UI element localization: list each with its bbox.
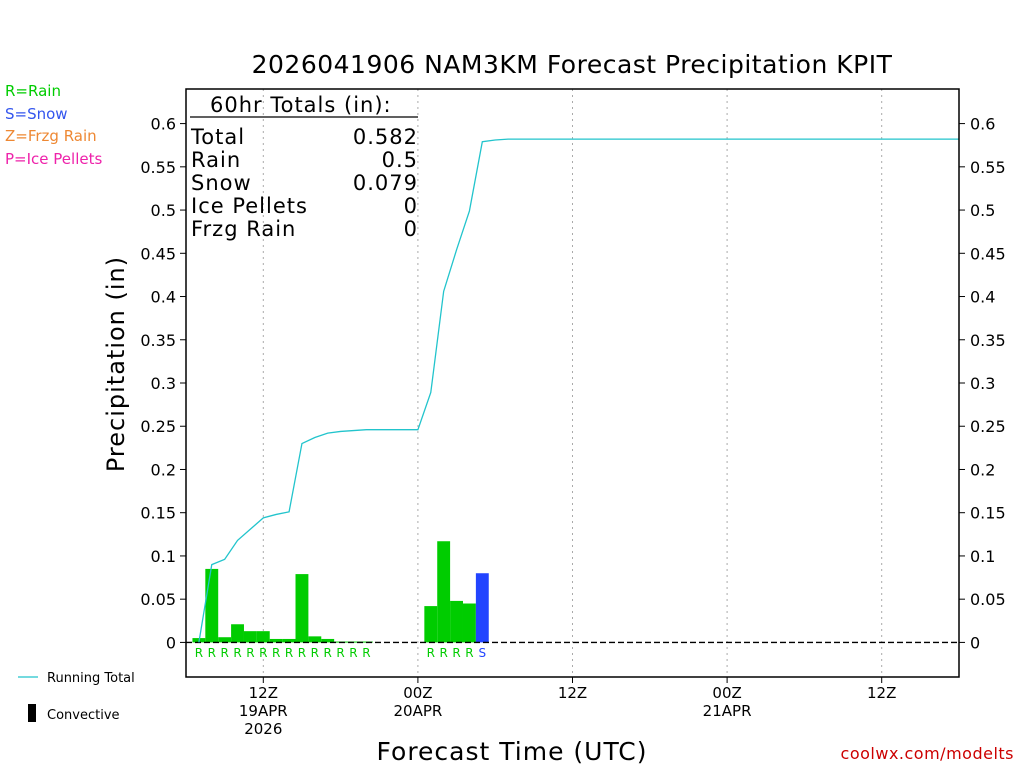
x-axis-label: Forecast Time (UTC) (377, 737, 648, 766)
ytick-label-left: 0.35 (140, 331, 176, 350)
precip-type-label: R (285, 646, 293, 660)
ytick-label-right: 0.3 (970, 374, 995, 393)
running-total-legend-label: Running Total (47, 671, 135, 686)
ytick-label-right: 0.5 (970, 201, 995, 220)
precip-bar (205, 568, 219, 643)
y-axis-label: Precipitation (in) (102, 256, 130, 472)
precip-type-label: R (465, 646, 473, 660)
legend-type-1: S=Snow (5, 104, 68, 123)
totals-row-value: 0.5 (382, 148, 418, 172)
precip-bar (321, 638, 335, 643)
precip-type-label: R (246, 646, 254, 660)
precip-type-label: R (208, 646, 216, 660)
ytick-label-left: 0.2 (151, 460, 176, 479)
totals-row-label: Ice Pellets (191, 194, 308, 218)
chart-title: 2026041906 NAM3KM Forecast Precipitation… (251, 50, 893, 79)
xtick-label: 20APR (393, 702, 442, 720)
precip-type-label: R (233, 646, 241, 660)
xtick-label: 00Z (712, 684, 741, 702)
precip-type-label: S (479, 646, 487, 660)
ytick-label-left: 0.15 (140, 504, 176, 523)
running-total-line (198, 138, 959, 643)
ytick-label-left: 0.45 (140, 244, 176, 263)
precip-bar (218, 637, 232, 643)
xtick-label: 19APR (239, 702, 288, 720)
xtick-label: 12Z (867, 684, 896, 702)
totals-heading: 60hr Totals (in): (210, 93, 392, 117)
ytick-label-right: 0.25 (970, 417, 1006, 436)
ytick-label-left: 0.25 (140, 417, 176, 436)
ytick-label-right: 0.55 (970, 158, 1006, 177)
ytick-label-left: 0.6 (151, 115, 176, 134)
totals-row-label: Rain (191, 148, 241, 172)
precip-bar (450, 600, 463, 643)
line-layer (186, 138, 959, 644)
ytick-label-left: 0.1 (151, 547, 176, 566)
bottom-legend: Running Total Convective (18, 671, 135, 723)
totals-row-label: Total (190, 125, 245, 149)
ytick-label-right: 0.05 (970, 590, 1006, 609)
precip-type-label: R (452, 646, 460, 660)
totals-row-label: Frzg Rain (191, 217, 296, 241)
ytick-label-right: 0.2 (970, 460, 995, 479)
precip-type-label: R (259, 646, 267, 660)
axis-layer: 0 00.05 0.050.1 0.10.15 0.150.2 0.20.25 0.250.… (140, 88, 1006, 738)
totals-box: 60hr Totals (in): Total 0.582 Rain 0.5 Snow 0.… (190, 93, 418, 241)
legend-type-0: R=Rain (5, 82, 61, 100)
legend-type-3: P=Ice Pellets (5, 149, 103, 168)
precip-type-label: R (362, 646, 370, 660)
legend-type-2: Z=Frzg Rain (5, 127, 97, 145)
ytick-label-right: 0.35 (970, 331, 1006, 350)
precip-bar (282, 638, 296, 643)
precip-type-label: R (311, 646, 319, 660)
precip-bar (462, 603, 476, 643)
xtick-label: 12Z (558, 684, 587, 702)
precip-type-label: R (349, 646, 357, 660)
precip-type-label: R (324, 646, 332, 660)
totals-row-label: Snow (191, 171, 252, 195)
ytick-label-left: 0 (166, 633, 176, 652)
ytick-label-left: 0.5 (151, 201, 176, 220)
convective-legend-swatch (28, 704, 36, 722)
precip-type-label: R (298, 646, 306, 660)
precip-bar (295, 574, 309, 643)
precip-type-label: R (195, 646, 203, 660)
precip-type-label: R (427, 646, 435, 660)
ytick-label-left: 0.55 (140, 158, 176, 177)
ytick-label-left: 0.4 (151, 288, 176, 307)
convective-legend-label: Convective (47, 708, 120, 723)
precip-bar (437, 541, 451, 643)
ytick-label-right: 0.15 (970, 504, 1006, 523)
precip-bar (475, 573, 489, 643)
ytick-label-left: 0.3 (151, 374, 176, 393)
totals-row-value: 0 (404, 194, 418, 218)
totals-row-value: 0.079 (353, 171, 418, 195)
ytick-label-right: 0.4 (970, 288, 995, 307)
precip-bar (256, 631, 270, 643)
precip-type-label: R (336, 646, 344, 660)
precip-bar (243, 631, 257, 643)
xtick-label: 00Z (403, 684, 432, 702)
precip-bar (424, 606, 438, 643)
precip-type-label: R (220, 646, 228, 660)
totals-row-value: 0 (404, 217, 418, 241)
xtick-label: 2026 (244, 720, 282, 738)
xtick-label: 21APR (703, 702, 752, 720)
totals-row-value: 0.582 (353, 125, 418, 149)
precip-bar (231, 624, 244, 643)
xtick-label: 12Z (249, 684, 278, 702)
ytick-label-right: 0.6 (970, 115, 995, 134)
precip-bar (308, 636, 322, 643)
ytick-label-right: 0.1 (970, 547, 995, 566)
precip-type-label: R (272, 646, 280, 660)
grid-layer (262, 89, 883, 677)
ytick-label-right: 0 (970, 633, 980, 652)
ytick-label-left: 0.05 (140, 590, 176, 609)
precip-type-label: R (439, 646, 447, 660)
source-credit: coolwx.com/modelts (840, 744, 1014, 763)
ytick-label-right: 0.45 (970, 244, 1006, 263)
precip-bar (269, 638, 283, 643)
